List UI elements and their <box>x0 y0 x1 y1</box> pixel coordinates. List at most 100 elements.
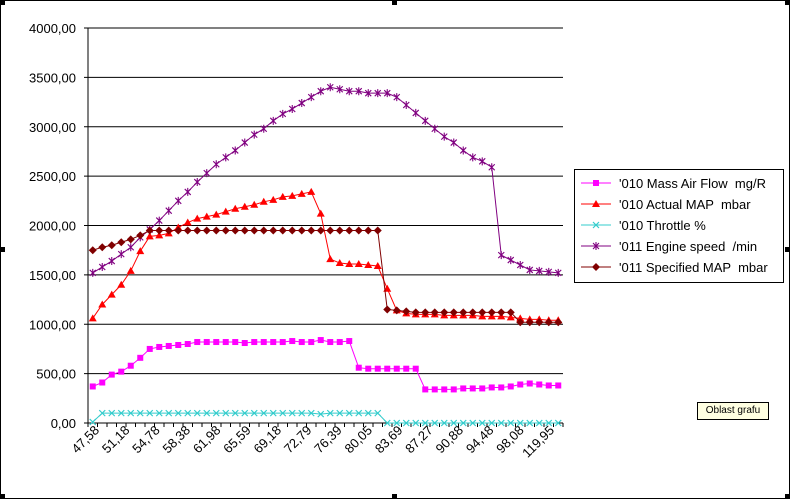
data-point <box>317 410 325 418</box>
data-point <box>155 231 164 239</box>
x-tick-label: 58,38 <box>160 423 194 457</box>
data-point <box>535 266 543 275</box>
data-point <box>345 87 353 96</box>
data-point <box>335 259 344 267</box>
data-point <box>108 257 116 266</box>
resize-handle-bottom-right[interactable] <box>785 494 790 499</box>
data-point <box>468 308 477 317</box>
data-point <box>117 238 126 247</box>
data-point <box>317 87 325 96</box>
y-tick-label: 2500,00 <box>29 169 76 184</box>
series-3 <box>89 83 562 277</box>
resize-handle-left[interactable] <box>0 247 5 252</box>
x-tick-label: 87,27 <box>402 423 436 457</box>
x-tick-label: 83,69 <box>372 423 406 457</box>
data-point <box>297 189 306 197</box>
data-point <box>355 364 362 371</box>
legend-item[interactable]: '010 Throttle % <box>579 216 779 234</box>
x-tick-label: 51,18 <box>99 423 133 457</box>
data-point <box>336 339 343 346</box>
data-point <box>108 371 115 378</box>
data-point <box>250 409 258 417</box>
legend-item[interactable]: '010 Mass Air Flow mg/R <box>579 174 779 192</box>
data-point <box>307 93 315 102</box>
data-point <box>126 266 135 274</box>
legend[interactable]: '010 Mass Air Flow mg/R '010 Actual MAP m… <box>574 169 784 283</box>
series-2 <box>89 409 562 427</box>
data-point <box>240 226 249 235</box>
data-point <box>98 243 107 252</box>
resize-handle-top-left[interactable] <box>0 0 5 5</box>
data-point <box>241 409 249 417</box>
resize-handle-top-right[interactable] <box>785 0 790 5</box>
data-point <box>174 409 182 417</box>
data-point <box>288 104 296 113</box>
data-point <box>507 256 515 265</box>
data-point <box>269 116 277 125</box>
resize-handle-bottom-left[interactable] <box>0 494 5 499</box>
data-point <box>117 250 125 259</box>
data-point <box>269 195 278 203</box>
data-point <box>365 365 372 372</box>
legend-item[interactable]: '011 Engine speed /min <box>579 237 779 255</box>
data-point <box>107 241 116 250</box>
data-point <box>88 246 97 255</box>
data-point <box>298 99 306 108</box>
data-point <box>364 409 372 417</box>
data-point <box>346 338 353 345</box>
data-point <box>592 200 600 207</box>
x-tick-label: 76,39 <box>311 423 345 457</box>
data-point <box>288 191 297 199</box>
data-point <box>373 226 382 235</box>
data-point <box>307 187 316 195</box>
data-point <box>231 409 239 417</box>
series-line <box>92 191 559 321</box>
data-point <box>212 226 221 235</box>
resize-handle-right[interactable] <box>785 247 790 252</box>
resize-handle-top[interactable] <box>392 0 397 5</box>
data-point <box>545 382 552 389</box>
data-point <box>488 163 496 172</box>
data-point <box>250 200 259 208</box>
data-point <box>326 226 335 235</box>
data-point <box>212 210 221 218</box>
series-1 <box>88 187 563 324</box>
data-point <box>278 226 287 235</box>
series-line <box>92 412 559 424</box>
data-point <box>430 308 439 317</box>
data-point <box>193 214 202 222</box>
legend-swatch <box>581 200 611 207</box>
data-point <box>487 308 496 317</box>
data-point <box>516 261 524 269</box>
data-point <box>165 342 172 349</box>
y-tick-label: 500,00 <box>36 367 76 382</box>
data-point <box>213 339 220 346</box>
y-tick-label: 3500,00 <box>29 70 76 85</box>
resize-handle-bottom[interactable] <box>392 494 397 499</box>
legend-item[interactable]: '010 Actual MAP mbar <box>579 195 779 213</box>
data-point <box>183 218 192 226</box>
data-point <box>336 409 344 417</box>
series-line <box>92 229 559 323</box>
data-point <box>279 409 287 417</box>
data-point <box>145 232 154 240</box>
data-point <box>98 262 106 271</box>
x-tick-label: 65,59 <box>220 423 254 457</box>
data-point <box>421 308 430 317</box>
data-point <box>279 109 287 118</box>
data-point <box>288 409 296 417</box>
data-point <box>288 226 297 235</box>
data-point <box>449 308 458 317</box>
data-point <box>155 216 163 225</box>
data-point <box>392 306 401 315</box>
legend-item[interactable]: '011 Specified MAP mbar <box>579 258 779 276</box>
x-tick-label: 90,88 <box>433 423 467 457</box>
data-point <box>412 365 419 372</box>
data-point <box>488 384 495 391</box>
legend-label: '011 Engine speed /min <box>619 239 758 254</box>
data-point <box>212 409 220 417</box>
series-line <box>92 339 559 390</box>
data-point <box>203 409 211 417</box>
data-point <box>507 419 515 427</box>
